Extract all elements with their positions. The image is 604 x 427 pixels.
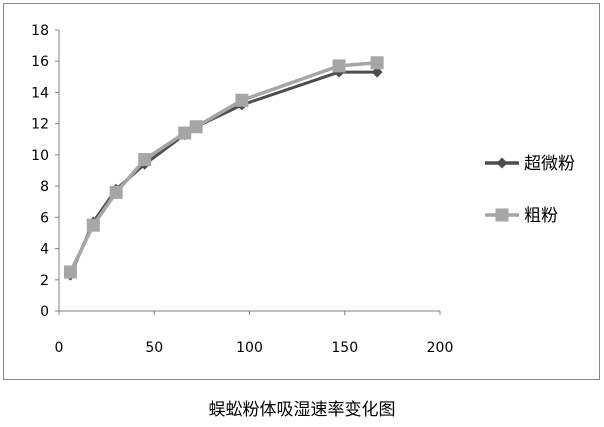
legend-label: 超微粉: [524, 154, 575, 174]
y-tick-label: 8: [40, 179, 49, 195]
y-tick-label: 4: [40, 242, 49, 258]
y-tick-label: 12: [31, 117, 49, 133]
legend-marker-0: [496, 157, 508, 169]
x-tick-label: 0: [55, 340, 64, 356]
data-point-1: [138, 153, 152, 167]
data-point-1: [86, 218, 100, 232]
y-tick-label: 10: [31, 148, 49, 164]
data-point-1: [189, 120, 203, 134]
data-point-0: [371, 66, 383, 78]
data-point-1: [178, 126, 192, 140]
data-point-1: [109, 185, 123, 199]
data-point-1: [235, 93, 249, 107]
plot-area: [63, 56, 384, 281]
y-tick-label: 18: [31, 23, 49, 39]
chart-caption: 蜈蚣粉体吸湿速率变化图: [208, 400, 396, 420]
series-line-0: [69, 70, 378, 276]
chart-frame: 0 2 4 6 8 10 12 14 16 18 0 50 100 150 200 超微粉粗粉: [3, 3, 600, 380]
data-point-1: [370, 56, 384, 70]
y-tick-label: 6: [40, 210, 49, 226]
y-tick-label: 0: [40, 304, 49, 320]
legend-marker-1: [495, 208, 509, 222]
x-tick-label: 200: [427, 340, 454, 356]
x-tick-label: 50: [145, 340, 163, 356]
axes: 0 2 4 6 8 10 12 14 16 18 0 50 100 150 200: [31, 23, 453, 356]
data-point-1: [63, 265, 77, 279]
legend-label: 粗粉: [524, 206, 558, 226]
y-tick-label: 2: [40, 273, 49, 289]
y-tick-label: 14: [31, 85, 49, 101]
data-point-1: [332, 59, 346, 73]
x-tick-label: 100: [236, 340, 263, 356]
series-line-1: [68, 61, 378, 273]
x-tick-label: 150: [331, 340, 358, 356]
y-tick-label: 16: [31, 54, 49, 70]
